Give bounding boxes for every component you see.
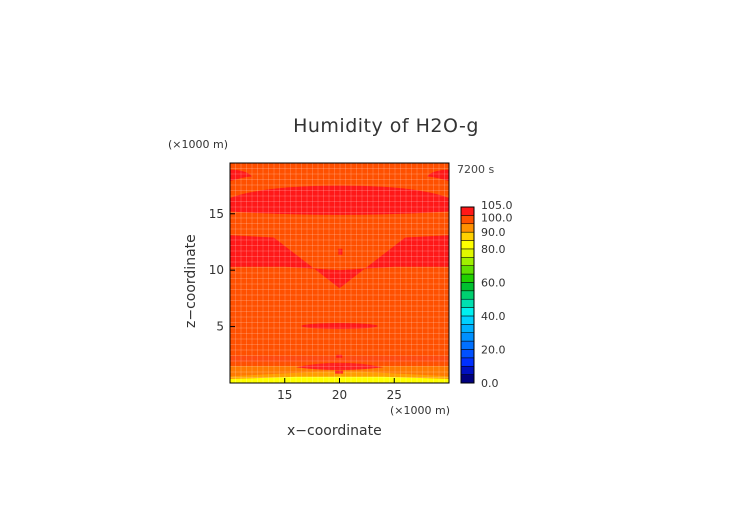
colorbar-swatch [460,374,475,384]
x-tick-label: 25 [387,388,402,402]
colorbar-swatch [460,257,475,266]
colorbar-swatch [460,307,475,317]
colorbar-tick-label: 0.0 [481,377,499,390]
colorbar-swatch [460,332,475,342]
small-light-patch [335,364,344,368]
colorbar-swatch [460,340,475,350]
colorbar-tick-label: 20.0 [481,343,506,356]
z-unit-label: (×1000 m) [168,138,229,151]
lens-at-5km [301,323,378,330]
z-tick-label: 10 [209,263,224,277]
top-left-cap [230,169,252,182]
top-right-cap [427,169,449,182]
z-tick-label: 5 [216,320,224,334]
x-unit-label: (×1000 m) [390,404,451,417]
upper-light-band [230,185,449,215]
colorbar-tick-label: 90.0 [481,226,506,239]
small-light-patch [336,354,343,358]
colorbar-swatch [460,357,475,367]
colorbar-swatch [460,223,475,233]
small-light-patch [335,370,344,374]
colorbar-swatch [460,248,475,258]
x-axis-label: x−coordinate [287,423,382,439]
colorbar-swatch [460,282,475,292]
colorbar-tick-label: 40.0 [481,310,506,323]
colorbar-frame [460,206,475,384]
small-light-patch [338,248,343,255]
colorbar-swatch [460,240,475,250]
colorbar-swatch [460,365,475,375]
x-tick-label: 20 [332,388,347,402]
x-tick-label: 15 [277,388,292,402]
z-tick-label: 15 [209,207,224,221]
colorbar-swatch [460,324,475,333]
chart-title: Humidity of H2O-g [293,115,479,137]
colorbar-swatch [460,315,475,325]
colorbar-tick-label: 60.0 [481,276,506,289]
colorbar-tick-label: 105.0 [481,199,513,212]
colorbar-swatch [460,265,475,275]
colorbar-tick-label: 100.0 [481,211,513,224]
colorbar-swatch [460,215,475,225]
colorbar-tick-label: 80.0 [481,243,506,256]
middle-light-wedge [230,235,449,289]
colorbar-swatch [460,231,475,241]
time-label: 7200 s [457,163,495,176]
colorbar-swatch [460,206,475,216]
colorbar-swatch [460,349,475,359]
colorbar-swatch [460,273,475,283]
colorbar-swatch [460,290,475,300]
colorbar-swatch [460,298,475,308]
surface-layer-1 [230,355,449,362]
